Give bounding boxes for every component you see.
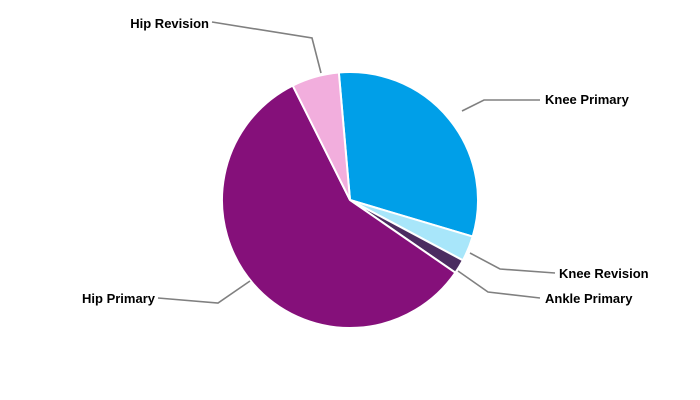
leader-line-knee-revision — [469, 252, 556, 274]
leader-lines-layer — [157, 21, 556, 304]
leader-line-hip-primary — [157, 280, 251, 304]
label-knee-primary: Knee Primary — [545, 92, 630, 107]
slices-layer — [221, 71, 480, 329]
label-hip-primary: Hip Primary — [82, 291, 156, 306]
label-knee-revision: Knee Revision — [559, 266, 649, 281]
label-ankle-primary: Ankle Primary — [545, 291, 633, 306]
leader-line-ankle-primary — [457, 270, 541, 299]
labels-layer: Knee Primary Knee Revision Ankle Primary Hi… — [82, 16, 649, 306]
slice-hip-primary — [221, 84, 457, 329]
leader-line-knee-primary — [461, 99, 540, 112]
label-hip-revision: Hip Revision — [130, 16, 209, 31]
leader-line-hip-revision — [211, 21, 322, 74]
slice-hip-revision — [291, 71, 351, 201]
slice-knee-primary — [337, 71, 480, 238]
